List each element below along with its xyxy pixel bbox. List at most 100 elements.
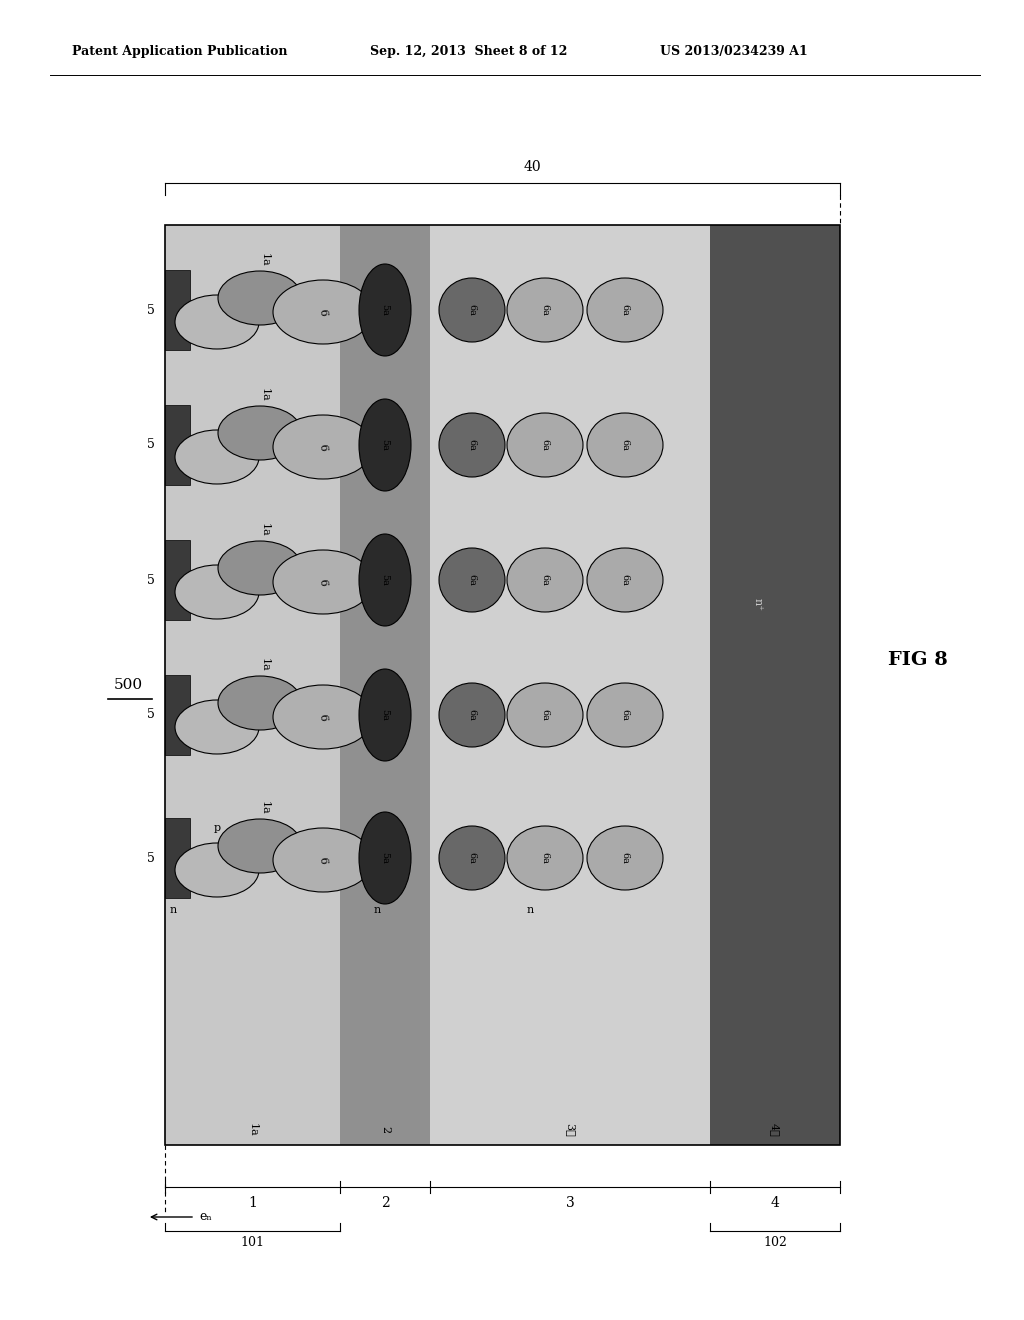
Text: 6a: 6a bbox=[621, 709, 630, 721]
Text: n: n bbox=[169, 906, 176, 915]
Text: 3: 3 bbox=[565, 1196, 574, 1210]
Ellipse shape bbox=[218, 541, 302, 595]
Text: 6a: 6a bbox=[468, 440, 476, 451]
Text: Sep. 12, 2013  Sheet 8 of 12: Sep. 12, 2013 Sheet 8 of 12 bbox=[370, 45, 567, 58]
Text: 1a: 1a bbox=[260, 659, 270, 672]
Text: 6a: 6a bbox=[468, 574, 476, 586]
Ellipse shape bbox=[439, 548, 505, 612]
Ellipse shape bbox=[507, 826, 583, 890]
Text: 5: 5 bbox=[147, 709, 155, 722]
Text: 6: 6 bbox=[317, 855, 329, 865]
Ellipse shape bbox=[359, 264, 411, 356]
Text: 6a: 6a bbox=[541, 304, 550, 315]
Ellipse shape bbox=[587, 413, 663, 477]
Ellipse shape bbox=[507, 413, 583, 477]
Text: 5a: 5a bbox=[381, 709, 389, 721]
Text: 6a: 6a bbox=[541, 709, 550, 721]
Text: 2: 2 bbox=[380, 1126, 390, 1134]
Text: 6: 6 bbox=[317, 713, 329, 721]
Ellipse shape bbox=[175, 843, 259, 898]
Ellipse shape bbox=[273, 280, 373, 345]
Ellipse shape bbox=[587, 682, 663, 747]
Ellipse shape bbox=[587, 548, 663, 612]
Ellipse shape bbox=[359, 399, 411, 491]
Text: 1a: 1a bbox=[248, 1123, 257, 1137]
Text: 1a: 1a bbox=[260, 523, 270, 537]
Text: 4: 4 bbox=[771, 1196, 779, 1210]
Text: 1: 1 bbox=[248, 1196, 257, 1210]
Text: 6: 6 bbox=[317, 444, 329, 451]
Ellipse shape bbox=[359, 669, 411, 762]
Ellipse shape bbox=[439, 682, 505, 747]
Ellipse shape bbox=[273, 685, 373, 748]
Text: 102: 102 bbox=[763, 1237, 786, 1250]
Text: 6a: 6a bbox=[621, 853, 630, 863]
Text: 6a: 6a bbox=[468, 709, 476, 721]
Ellipse shape bbox=[507, 279, 583, 342]
Text: 1a: 1a bbox=[260, 801, 270, 814]
Ellipse shape bbox=[439, 279, 505, 342]
Ellipse shape bbox=[273, 828, 373, 892]
Ellipse shape bbox=[175, 430, 259, 484]
Bar bbox=[430, 224, 710, 1144]
Text: US 2013/0234239 A1: US 2013/0234239 A1 bbox=[660, 45, 808, 58]
Text: 6: 6 bbox=[317, 308, 329, 315]
Text: 6a: 6a bbox=[468, 304, 476, 315]
Ellipse shape bbox=[507, 548, 583, 612]
Text: 2: 2 bbox=[381, 1196, 389, 1210]
Text: 5a: 5a bbox=[381, 853, 389, 863]
Ellipse shape bbox=[587, 279, 663, 342]
Text: 5a: 5a bbox=[381, 574, 389, 586]
Text: 4ℓ: 4ℓ bbox=[770, 1123, 780, 1137]
Ellipse shape bbox=[439, 826, 505, 890]
Text: 1a: 1a bbox=[260, 388, 270, 401]
Bar bbox=[165, 675, 190, 755]
Ellipse shape bbox=[218, 271, 302, 325]
Text: n: n bbox=[374, 906, 381, 915]
Ellipse shape bbox=[175, 294, 259, 348]
Text: FIG 8: FIG 8 bbox=[888, 651, 948, 669]
Text: 40: 40 bbox=[523, 160, 542, 174]
Text: 6a: 6a bbox=[541, 574, 550, 586]
Bar bbox=[165, 224, 340, 1144]
Bar bbox=[340, 224, 430, 1144]
Text: 5: 5 bbox=[147, 851, 155, 865]
Ellipse shape bbox=[218, 407, 302, 459]
Text: 5: 5 bbox=[147, 438, 155, 451]
Bar bbox=[165, 818, 190, 898]
Text: 500: 500 bbox=[114, 678, 142, 692]
Ellipse shape bbox=[175, 565, 259, 619]
Text: n: n bbox=[526, 906, 534, 915]
Text: 1a: 1a bbox=[260, 253, 270, 267]
Bar bbox=[165, 405, 190, 484]
Ellipse shape bbox=[218, 818, 302, 873]
Text: p: p bbox=[213, 822, 220, 833]
Bar bbox=[165, 540, 190, 620]
Ellipse shape bbox=[359, 812, 411, 904]
Text: 6a: 6a bbox=[468, 853, 476, 863]
Ellipse shape bbox=[439, 413, 505, 477]
Text: 5a: 5a bbox=[381, 440, 389, 451]
Text: n⁺: n⁺ bbox=[753, 598, 763, 611]
Text: 6a: 6a bbox=[621, 574, 630, 586]
Text: Patent Application Publication: Patent Application Publication bbox=[72, 45, 288, 58]
Ellipse shape bbox=[587, 826, 663, 890]
Ellipse shape bbox=[273, 414, 373, 479]
Ellipse shape bbox=[175, 700, 259, 754]
Text: 5: 5 bbox=[147, 304, 155, 317]
Bar bbox=[165, 271, 190, 350]
Ellipse shape bbox=[359, 535, 411, 626]
Text: 6: 6 bbox=[317, 578, 329, 586]
Ellipse shape bbox=[273, 550, 373, 614]
Text: 6a: 6a bbox=[541, 853, 550, 863]
Text: 5: 5 bbox=[147, 573, 155, 586]
Text: 6a: 6a bbox=[621, 304, 630, 315]
Bar bbox=[165, 224, 840, 1144]
Text: 101: 101 bbox=[241, 1237, 264, 1250]
Text: eₙ: eₙ bbox=[199, 1210, 212, 1224]
Text: 6a: 6a bbox=[541, 440, 550, 451]
Ellipse shape bbox=[507, 682, 583, 747]
Text: 6a: 6a bbox=[621, 440, 630, 451]
Ellipse shape bbox=[218, 676, 302, 730]
Bar bbox=[710, 224, 840, 1144]
